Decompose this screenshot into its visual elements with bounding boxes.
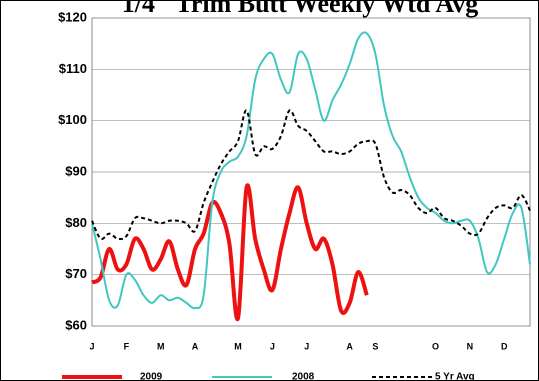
x-tick-label: A [346,341,353,351]
legend-label: 2008 [292,372,315,381]
x-tick-label: M [157,341,165,351]
legend-label: 5 Yr Avg [435,372,475,381]
series-line [91,31,531,310]
y-tick-label: $90 [65,163,87,178]
y-tick-label: $70 [65,266,87,281]
x-tick-label: A [192,341,199,351]
x-tick-label: J [270,341,275,351]
x-tick-label: J [89,341,94,351]
x-tick-label: M [234,341,242,351]
x-tick-label: F [124,341,130,351]
y-tick-label: $80 [65,215,87,230]
x-tick-label: N [467,341,474,351]
y-tick-label: $100 [58,112,87,127]
chart-title: 1/4" Trim Butt Weekly Wtd Avg [122,0,479,18]
y-tick-label: $60 [65,317,87,332]
y-tick-label: $110 [59,61,87,76]
x-tick-label: D [501,341,508,351]
x-tick-label: J [304,341,309,351]
x-tick-label: S [372,341,378,351]
y-tick-label: $120 [58,9,87,24]
x-tick-label: O [432,341,439,351]
series-line [90,183,369,321]
legend-label: 2009 [140,372,163,381]
series-line [91,109,531,241]
